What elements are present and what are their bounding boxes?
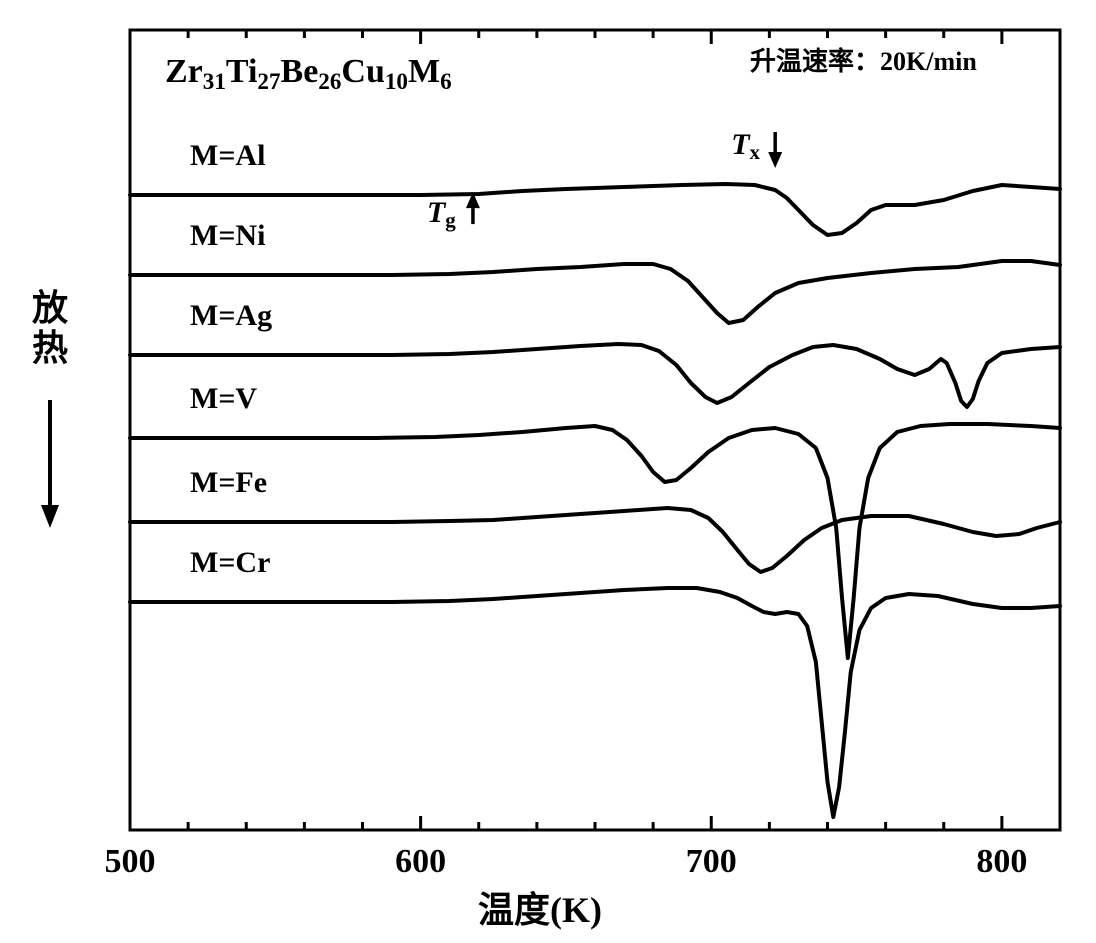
series-label: M=Al	[190, 139, 265, 172]
svg-text:热: 热	[32, 328, 68, 368]
series-label: M=Ni	[190, 219, 265, 252]
x-tick-label: 600	[395, 843, 446, 880]
heating-rate-label: 升温速率：20K/min	[750, 46, 977, 76]
x-tick-label: 500	[105, 843, 156, 880]
svg-text:放: 放	[32, 288, 68, 328]
dsc-chart: 500600700800温度(K)放热Zr31Ti27Be26Cu10M6升温速…	[0, 0, 1096, 943]
series-label: M=Fe	[190, 466, 267, 499]
x-axis-label: 温度(K)	[478, 890, 602, 930]
chart-svg: 500600700800温度(K)放热Zr31Ti27Be26Cu10M6升温速…	[0, 0, 1096, 943]
series-label: M=V	[190, 382, 257, 415]
series-label: M=Cr	[190, 546, 270, 579]
series-label: M=Ag	[190, 299, 272, 332]
x-tick-label: 700	[686, 843, 737, 880]
x-tick-label: 800	[976, 843, 1027, 880]
